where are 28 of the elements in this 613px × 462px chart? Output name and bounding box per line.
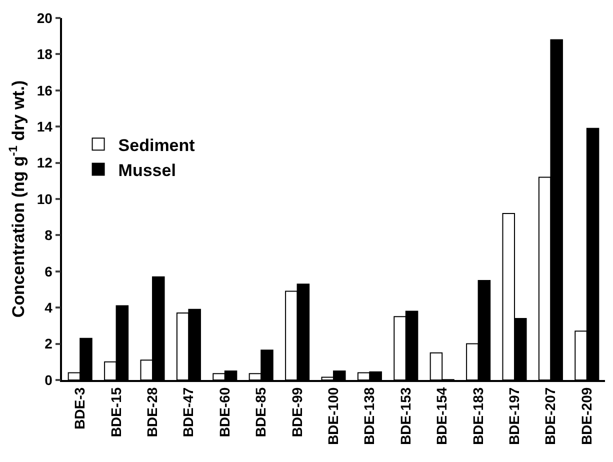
y-tick-label: 8 — [44, 227, 53, 244]
y-tick-label: 0 — [44, 372, 53, 388]
x-tick-label: BDE-99 — [288, 387, 305, 438]
x-tick-label: BDE-85 — [252, 387, 269, 438]
y-tick-label: 6 — [44, 263, 53, 280]
y-tick-label: 4 — [44, 300, 53, 316]
x-tick-label: BDE-47 — [180, 387, 196, 438]
y-tick-label: 16 — [36, 82, 53, 98]
y-tick-label: 2 — [44, 336, 53, 352]
legend-label: Mussel — [118, 160, 176, 180]
y-tick-label: 18 — [36, 46, 53, 62]
x-tick-label: BDE-183 — [470, 387, 486, 445]
legend-label: Sediment — [118, 136, 196, 155]
x-tick-label: BDE-28 — [144, 387, 160, 438]
x-tick-label: BDE-100 — [325, 387, 342, 445]
x-tick-label: BDE-207 — [542, 387, 558, 445]
x-tick-label: BDE-209 — [578, 387, 594, 445]
y-tick-label: 10 — [36, 190, 53, 207]
y-tick-label: 14 — [36, 118, 53, 134]
x-tick-label: BDE-138 — [361, 387, 378, 445]
y-tick-label: 12 — [36, 154, 53, 171]
x-tick-label: BDE-197 — [506, 387, 522, 445]
x-tick-label: BDE-3 — [72, 387, 88, 430]
y-tick-label: 20 — [36, 10, 53, 26]
x-tick-label: BDE-153 — [397, 387, 414, 445]
x-tick-label: BDE-15 — [108, 387, 124, 438]
x-tick-label: BDE-154 — [434, 387, 450, 445]
x-tick-label: BDE-60 — [216, 387, 232, 438]
